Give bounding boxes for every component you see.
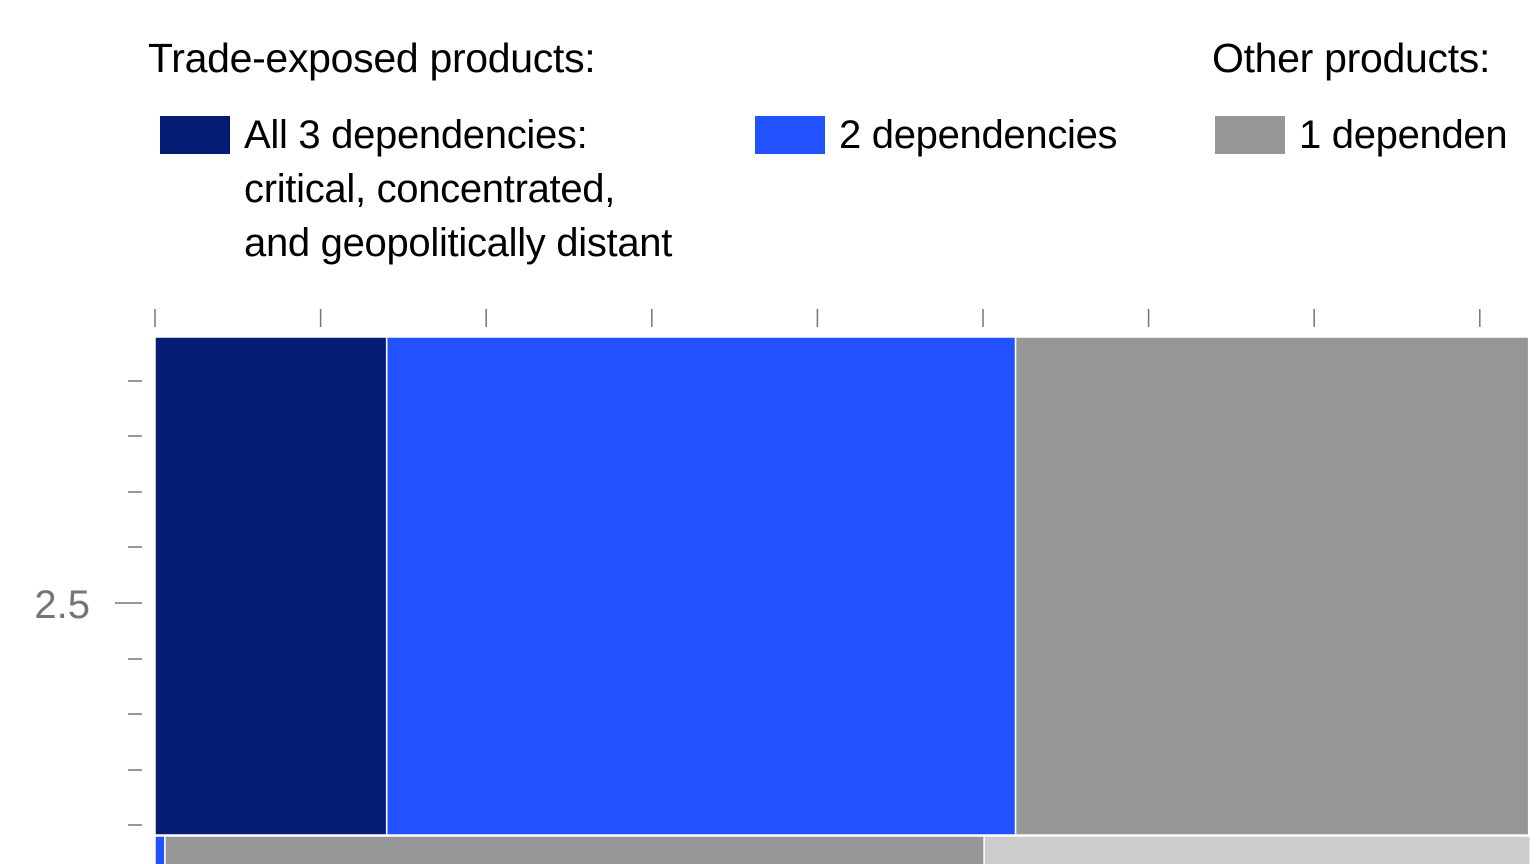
- legend-label-all-3-line-3: and geopolitically distant: [244, 221, 673, 265]
- bar-segment-row1-3: [1014, 336, 1530, 836]
- bar-segment-row1-1: [154, 336, 388, 836]
- legend-label-1: 1 dependen: [1299, 113, 1508, 157]
- legend-label-all-3-line-1: All 3 dependencies:: [244, 113, 588, 157]
- legend-swatch-1: [1215, 116, 1285, 154]
- legend-swatch-2: [755, 116, 825, 154]
- bar-segment-row1-2: [385, 336, 1017, 836]
- legend-swatch-all-3: [160, 116, 230, 154]
- legend-group-trade-exposed: Trade-exposed products:: [148, 35, 596, 81]
- y-tick-label: 2.5: [34, 583, 90, 627]
- bar-segment-row2-2: [164, 835, 985, 864]
- bar-segment-row2-1: [154, 835, 166, 864]
- bar-segment-row2-3: [983, 835, 1532, 864]
- legend-group-other-products: Other products:: [1212, 35, 1491, 81]
- legend-label-2: 2 dependencies: [839, 113, 1118, 157]
- legend-label-all-3-line-2: critical, concentrated,: [244, 167, 616, 211]
